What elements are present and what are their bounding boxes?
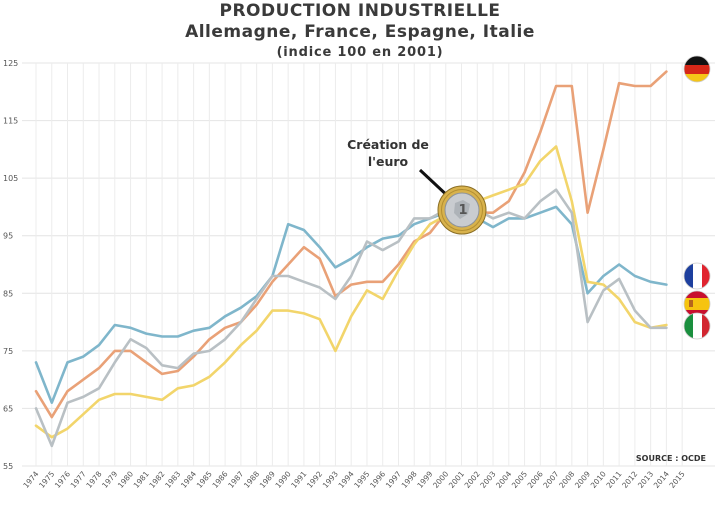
x-tick-label: 1994 <box>337 469 356 490</box>
x-tick-label: 2007 <box>541 469 560 490</box>
italy-flag <box>683 312 711 340</box>
x-tick-label: 1980 <box>116 469 135 490</box>
y-axis-ticks: 55 65 75 85 95 105 115 125 <box>3 59 18 471</box>
x-tick-label: 2009 <box>573 469 592 490</box>
x-tick-label: 1981 <box>132 469 151 490</box>
x-tick-label: 2004 <box>494 469 513 490</box>
x-tick-label: 2014 <box>652 469 671 490</box>
x-tick-label: 1987 <box>226 469 245 490</box>
x-tick-label: 1995 <box>352 469 371 490</box>
svg-text:1: 1 <box>458 203 467 218</box>
x-tick-label: 2008 <box>557 469 576 490</box>
chart-subtitle: Allemagne, France, Espagne, Italie <box>185 22 535 42</box>
x-tick-label: 2012 <box>620 469 639 490</box>
chart-title: PRODUCTION INDUSTRIELLE <box>219 1 501 21</box>
y-tick-label: 95 <box>3 232 13 241</box>
y-tick-label: 65 <box>3 404 13 413</box>
x-tick-label: 1982 <box>147 469 166 490</box>
x-tick-label: 1984 <box>179 469 198 490</box>
x-tick-label: 1999 <box>415 469 434 490</box>
annotation-line-2: l'euro <box>368 154 409 169</box>
x-tick-label: 1998 <box>400 469 419 490</box>
x-tick-label: 1978 <box>84 469 103 490</box>
y-tick-label: 105 <box>3 174 18 183</box>
y-tick-label: 85 <box>3 289 13 298</box>
x-tick-label: 1974 <box>21 469 40 490</box>
series-line-italie <box>34 188 668 448</box>
x-tick-label: 1975 <box>37 469 56 490</box>
x-tick-label: 2010 <box>589 469 608 490</box>
x-tick-label: 1983 <box>163 469 182 490</box>
series-line-allemagne <box>34 70 668 419</box>
chart-subtitle-index: (indice 100 en 2001) <box>276 45 444 60</box>
y-tick-label: 115 <box>3 117 18 126</box>
x-tick-label: 1993 <box>321 469 340 490</box>
x-tick-label: 2006 <box>526 469 545 490</box>
x-tick-label: 1992 <box>305 469 324 490</box>
euro-coin-icon: 1 <box>437 185 487 235</box>
x-tick-label: 2005 <box>510 469 529 490</box>
x-tick-label: 1991 <box>289 469 308 490</box>
source-label: SOURCE : OCDE <box>636 454 706 463</box>
x-axis-ticks: 1974197519761977197819791980198119821983… <box>21 469 686 490</box>
x-tick-label: 1990 <box>274 469 293 490</box>
x-tick-label: 1985 <box>195 469 214 490</box>
x-tick-label: 2011 <box>604 469 623 490</box>
x-tick-label: 1976 <box>53 469 72 490</box>
germany-flag <box>683 55 711 83</box>
x-tick-label: 2003 <box>478 469 497 490</box>
x-tick-label: 2015 <box>668 469 687 490</box>
y-tick-label: 75 <box>3 347 13 356</box>
x-tick-label: 1997 <box>384 469 403 490</box>
y-tick-label: 55 <box>3 462 13 471</box>
annotation-line-1: Création de <box>347 137 429 152</box>
x-tick-label: 2013 <box>636 469 655 490</box>
series-line-espagne <box>34 145 668 439</box>
x-tick-label: 2000 <box>431 469 450 490</box>
x-tick-label: 2002 <box>463 469 482 490</box>
series-lines <box>34 70 668 448</box>
x-tick-label: 1996 <box>368 469 387 490</box>
x-tick-label: 1979 <box>100 469 119 490</box>
x-tick-label: 1988 <box>242 469 261 490</box>
series-line-france <box>34 205 668 405</box>
x-tick-label: 1977 <box>69 469 88 490</box>
france-flag <box>683 262 711 290</box>
y-tick-label: 125 <box>3 59 18 68</box>
x-tick-label: 1989 <box>258 469 277 490</box>
gridlines <box>22 62 715 467</box>
x-tick-label: 1986 <box>210 469 229 490</box>
x-tick-label: 2001 <box>447 469 466 490</box>
